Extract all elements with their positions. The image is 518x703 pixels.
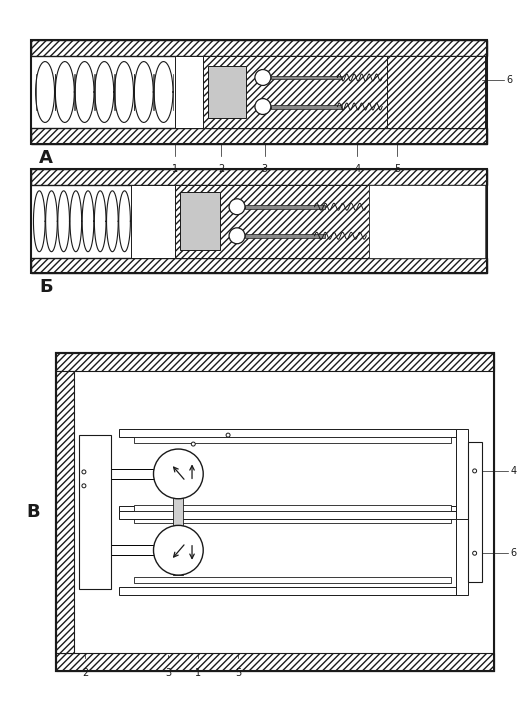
Bar — [119, 510, 456, 519]
Bar — [79, 435, 111, 589]
Text: 3: 3 — [262, 164, 268, 174]
Bar — [131, 185, 176, 257]
Text: 2: 2 — [218, 164, 224, 174]
Bar — [119, 587, 456, 595]
Bar — [31, 40, 486, 56]
Circle shape — [82, 470, 86, 474]
Text: 1: 1 — [172, 164, 178, 174]
Bar — [56, 353, 494, 671]
Circle shape — [153, 525, 203, 575]
Bar — [56, 353, 494, 671]
Bar — [134, 505, 451, 510]
Circle shape — [82, 484, 86, 488]
Bar — [31, 40, 486, 144]
Bar — [271, 105, 342, 108]
Bar — [456, 505, 468, 595]
Bar — [180, 192, 220, 250]
Text: В: В — [26, 503, 40, 521]
Text: 6: 6 — [507, 75, 513, 85]
Bar — [31, 169, 486, 273]
Text: 2: 2 — [82, 668, 88, 678]
Bar — [387, 56, 484, 128]
Circle shape — [229, 228, 245, 244]
Circle shape — [191, 442, 195, 446]
Bar — [134, 437, 451, 443]
Bar — [174, 449, 183, 575]
Bar — [203, 56, 387, 128]
Text: 3: 3 — [165, 668, 171, 678]
Circle shape — [229, 199, 245, 214]
Bar — [245, 234, 324, 238]
Circle shape — [472, 551, 477, 555]
Bar — [56, 353, 494, 371]
Text: 5: 5 — [394, 164, 400, 174]
Text: А: А — [39, 149, 53, 167]
Bar — [208, 66, 246, 118]
Bar — [74, 371, 494, 653]
Text: 6: 6 — [510, 548, 516, 558]
Circle shape — [255, 70, 271, 86]
Bar — [369, 185, 484, 257]
Bar — [119, 429, 456, 437]
Circle shape — [472, 469, 477, 473]
Text: 4: 4 — [510, 466, 516, 476]
Bar — [134, 517, 451, 524]
Circle shape — [153, 449, 203, 498]
Bar — [468, 442, 482, 582]
Bar — [134, 577, 451, 583]
Bar — [31, 128, 486, 144]
Bar — [119, 505, 456, 513]
Circle shape — [226, 433, 230, 437]
Text: 1: 1 — [195, 668, 202, 678]
Bar — [56, 371, 74, 653]
Bar — [245, 205, 324, 209]
Bar — [31, 169, 486, 185]
Bar — [33, 56, 176, 128]
Bar — [56, 653, 494, 671]
Bar — [176, 56, 203, 128]
Bar — [456, 429, 468, 519]
Bar — [271, 75, 342, 79]
Text: Б: Б — [39, 278, 53, 297]
Circle shape — [255, 98, 271, 115]
Bar — [31, 257, 486, 273]
Text: 4: 4 — [354, 164, 361, 174]
Bar — [176, 185, 369, 257]
Text: 5: 5 — [235, 668, 241, 678]
